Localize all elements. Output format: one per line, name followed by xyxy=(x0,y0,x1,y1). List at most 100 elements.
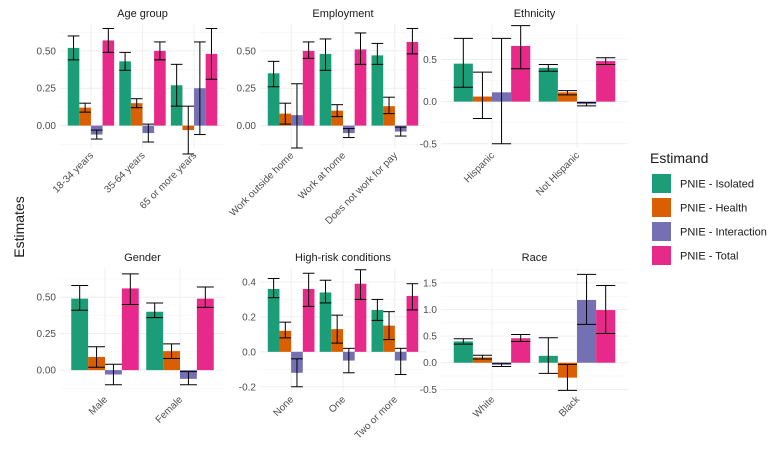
panel-ethnicity: Ethnicity -0.5 0.0 0.5 Hispanic Not Hispanic xyxy=(420,8,628,198)
error-bar-pnie-interaction-two-or-more xyxy=(394,347,407,376)
bar-pnie-total-hispanic xyxy=(511,45,531,102)
error-bar-pnie-health-does-not-work-for-pay xyxy=(383,96,395,115)
error-bar-pnie-total-one xyxy=(354,269,367,300)
y-tick-label: 0.00 xyxy=(37,121,57,132)
x-tick-label: Not Hispanic xyxy=(534,150,582,198)
error-bar-pnie-total-black xyxy=(596,285,616,334)
error-bar-pnie-total-none xyxy=(302,272,315,307)
error-bar-pnie-isolated-black xyxy=(538,337,558,374)
error-bar-pnie-interaction-not-hispanic xyxy=(577,101,597,107)
bar-pnie-isolated-not-hispanic xyxy=(538,67,558,102)
panel-employment: Employment 0.00 0.25 0.50 Work outside home W… xyxy=(228,8,426,227)
y-tick-label: 1.5 xyxy=(423,278,437,289)
error-bar-pnie-isolated-one xyxy=(319,279,332,304)
y-tick-label: 0.5 xyxy=(423,332,437,343)
error-bar-pnie-health-white xyxy=(472,354,492,360)
error-bar-pnie-health-male xyxy=(88,346,105,368)
error-bar-pnie-interaction-male xyxy=(105,363,122,386)
error-bar-pnie-isolated-work-outside-home xyxy=(267,60,280,88)
error-bar-pnie-isolated-female xyxy=(146,302,164,319)
bar-pnie-health-does-not-work-for-pay xyxy=(383,106,395,126)
x-tick-label: Work at home xyxy=(296,150,348,202)
error-bar-pnie-interaction-18-34-years xyxy=(90,129,103,140)
y-tick-label: 0.50 xyxy=(237,46,257,57)
error-bar-pnie-health-35-64-years xyxy=(130,98,143,109)
panel-title: Age group xyxy=(117,8,168,20)
bar-pnie-isolated-none xyxy=(267,288,280,352)
y-tick-label: 0.5 xyxy=(423,55,437,66)
bar-pnie-health-work-at-home xyxy=(331,110,343,126)
bar-pnie-total-65-or-more-years xyxy=(205,53,218,126)
bar-pnie-total-one xyxy=(354,283,367,352)
error-bar-pnie-isolated-work-at-home xyxy=(319,38,332,71)
error-bar-pnie-interaction-female xyxy=(180,371,197,386)
legend-swatch-pnie-interaction xyxy=(652,222,671,241)
error-bar-pnie-health-not-hispanic xyxy=(557,90,577,96)
bar-pnie-health-not-hispanic xyxy=(557,92,577,102)
bar-pnie-isolated-work-outside-home xyxy=(267,73,280,126)
bar-pnie-isolated-does-not-work-for-pay xyxy=(371,55,384,126)
bar-pnie-health-none xyxy=(279,330,292,352)
y-tick-label: 0.0 xyxy=(423,358,437,369)
x-tick-label: None xyxy=(272,394,297,419)
bar-pnie-health-35-64-years xyxy=(130,103,143,126)
bar-pnie-isolated-35-64-years xyxy=(119,61,131,126)
error-bar-pnie-total-female xyxy=(196,286,214,308)
error-bar-pnie-total-18-34-years xyxy=(102,27,115,53)
bar-pnie-total-does-not-work-for-pay xyxy=(406,41,419,126)
error-bar-pnie-health-one xyxy=(331,314,343,344)
bar-pnie-health-female xyxy=(163,351,180,371)
error-bar-pnie-health-black xyxy=(557,363,577,391)
y-tick-label: 0.25 xyxy=(37,84,57,95)
error-bar-pnie-health-two-or-more xyxy=(383,311,395,341)
error-bar-pnie-total-65-or-more-years xyxy=(205,27,218,80)
error-bar-pnie-health-work-outside-home xyxy=(279,102,292,125)
panel-title: High-risk conditions xyxy=(295,252,391,264)
y-tick-label: -0.5 xyxy=(420,139,438,150)
y-tick-label: 0.0 xyxy=(423,97,437,108)
bar-pnie-isolated-female xyxy=(146,311,164,371)
error-bar-pnie-total-work-at-home xyxy=(354,32,367,65)
y-tick-label: 0.00 xyxy=(37,366,57,377)
x-tick-label: Male xyxy=(87,394,110,417)
legend-label-pnie-health: PNIE - Health xyxy=(680,203,747,215)
error-bar-pnie-health-work-at-home xyxy=(331,104,343,118)
panel-age-group: Age group 0.00 0.25 0.50 18-34 years 35-64 ye… xyxy=(37,8,225,212)
error-bar-pnie-total-two-or-more xyxy=(406,283,419,311)
error-bar-pnie-isolated-18-34-years xyxy=(67,35,80,61)
panel-title: Ethnicity xyxy=(514,8,556,20)
error-bar-pnie-isolated-not-hispanic xyxy=(538,63,558,72)
error-bar-pnie-isolated-male xyxy=(71,285,89,311)
bar-pnie-isolated-18-34-years xyxy=(67,47,80,126)
error-bar-pnie-isolated-65-or-more-years xyxy=(170,63,183,107)
x-tick-label: Two or more xyxy=(353,394,400,441)
y-tick-label: 0.50 xyxy=(37,293,57,304)
legend-label-pnie-isolated: PNIE - Isolated xyxy=(680,179,754,191)
y-tick-label: 0.50 xyxy=(37,46,57,57)
legend-label-pnie-total: PNIE - Total xyxy=(680,251,739,263)
x-tick-label: Work outside home xyxy=(228,150,297,219)
bar-pnie-total-female xyxy=(196,298,214,371)
legend-swatch-pnie-health xyxy=(652,198,671,217)
bar-pnie-isolated-work-at-home xyxy=(319,53,332,126)
error-bar-pnie-health-18-34-years xyxy=(79,102,91,113)
error-bar-pnie-total-male xyxy=(121,273,139,305)
error-bar-pnie-isolated-35-64-years xyxy=(119,51,131,71)
x-tick-label: Black xyxy=(557,394,583,420)
bar-pnie-total-white xyxy=(511,338,531,363)
x-tick-label: 18-34 years xyxy=(51,150,96,195)
error-bar-pnie-interaction-one xyxy=(343,347,355,374)
error-bar-pnie-interaction-work-outside-home xyxy=(291,83,303,149)
bar-pnie-total-black xyxy=(596,310,616,363)
legend-label-pnie-interaction: PNIE - Interaction xyxy=(680,227,767,239)
x-tick-label: 35-64 years xyxy=(102,150,147,195)
y-tick-label: 0.2 xyxy=(242,312,256,323)
bar-pnie-total-male xyxy=(121,288,139,371)
error-bar-pnie-total-work-outside-home xyxy=(302,41,315,59)
legend-swatch-pnie-total xyxy=(652,246,671,265)
error-bar-pnie-health-female xyxy=(163,343,180,359)
error-bar-pnie-isolated-hispanic xyxy=(453,37,473,88)
error-bar-pnie-health-hispanic xyxy=(472,71,492,119)
panel-gender: Gender 0.00 0.25 0.50 Male Female xyxy=(37,252,225,426)
